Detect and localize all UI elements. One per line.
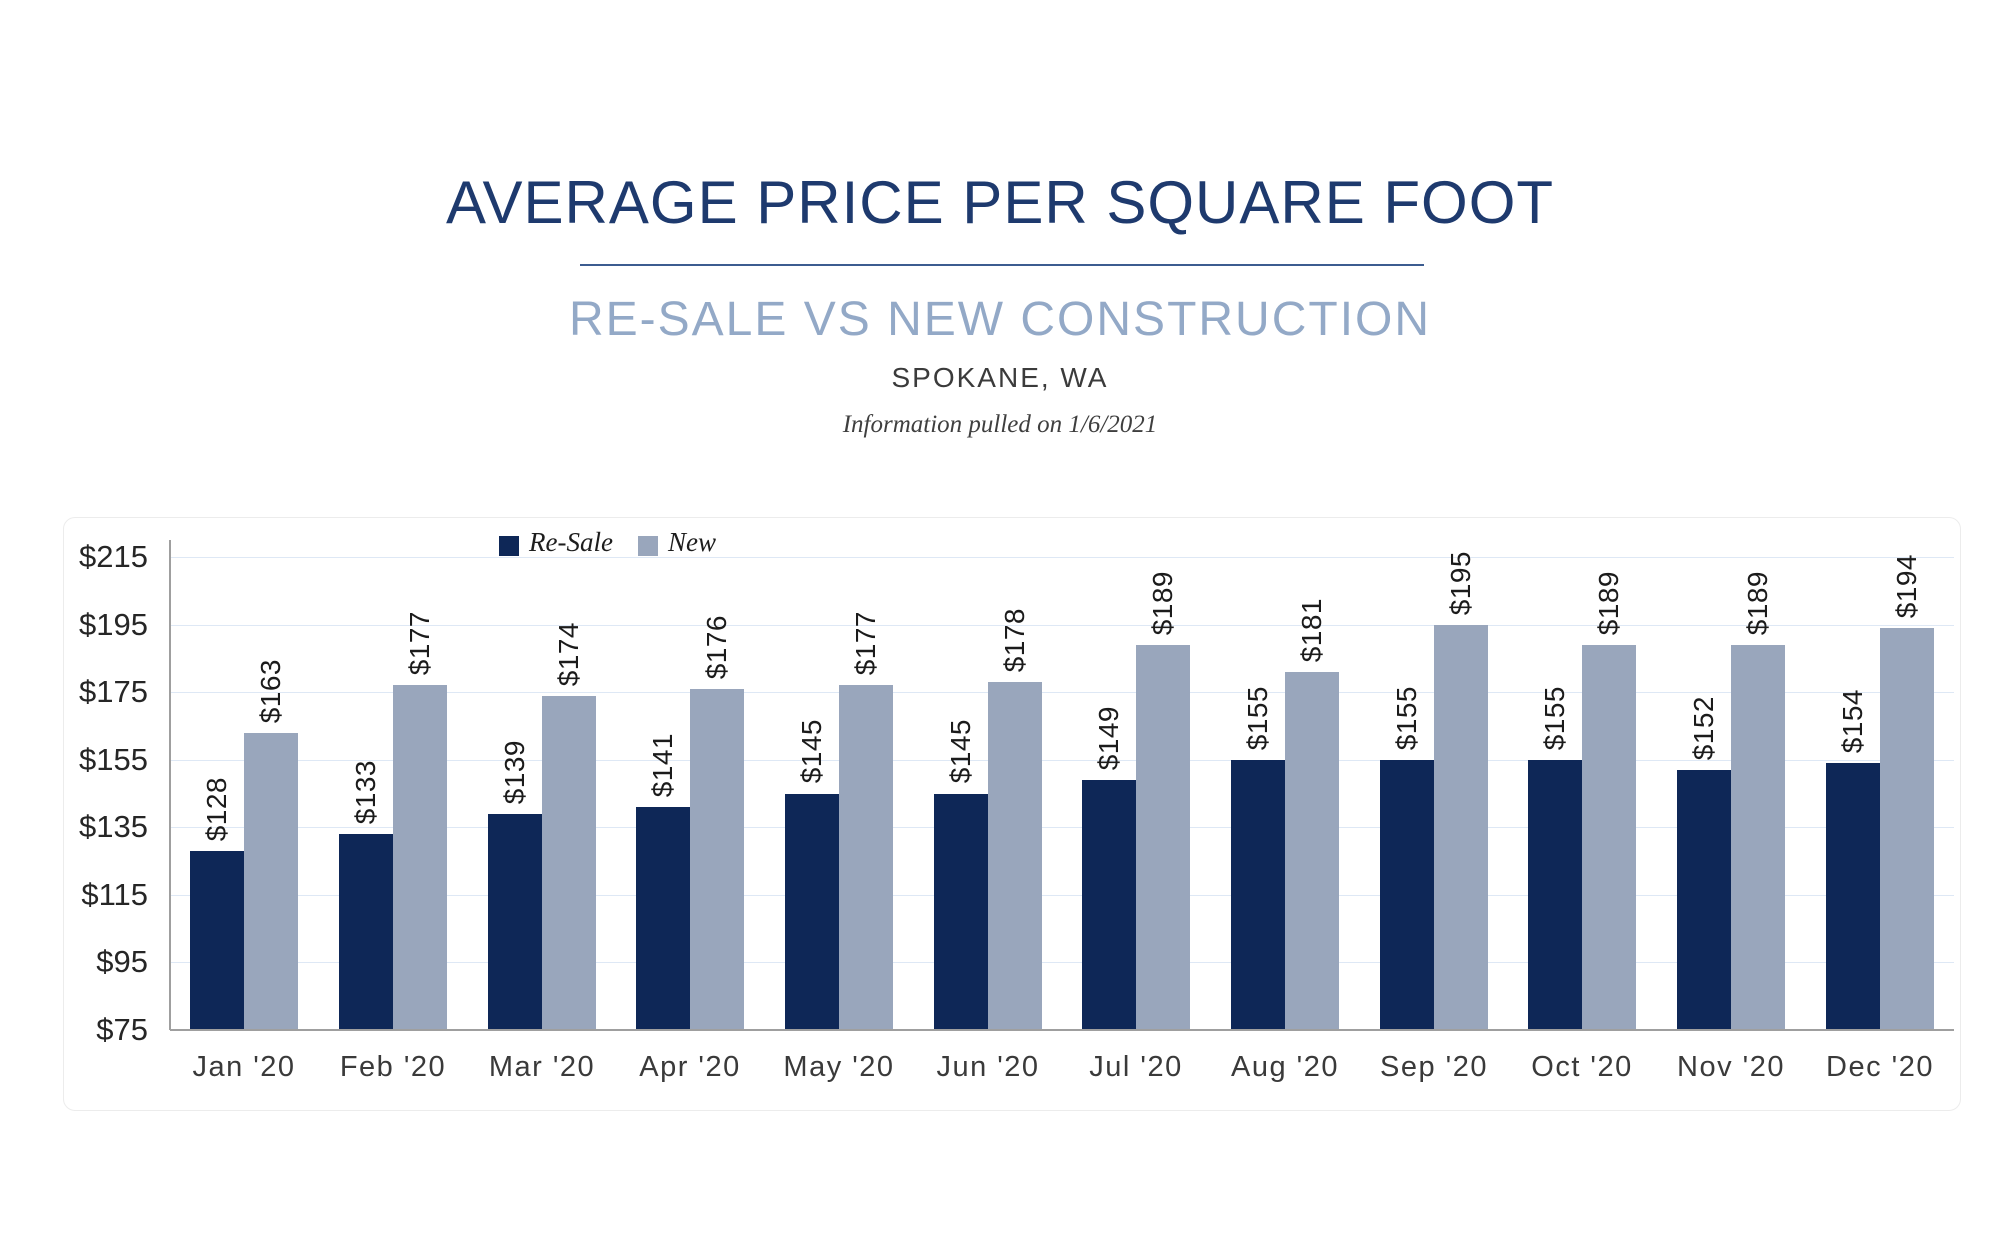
gridline-135 bbox=[170, 827, 1954, 828]
bar-new-feb-20 bbox=[393, 685, 447, 1030]
bar-new-dec-20 bbox=[1880, 628, 1934, 1030]
legend-label-resale: Re-Sale bbox=[529, 527, 613, 557]
legend-swatch-resale bbox=[499, 536, 519, 556]
gridline-155 bbox=[170, 760, 1954, 761]
bar-value-label-re-sale-aug-20: $155 bbox=[1242, 685, 1273, 750]
page-title: AVERAGE PRICE PER SQUARE FOOT bbox=[445, 169, 1555, 236]
x-axis-label-feb-20: Feb '20 bbox=[339, 1051, 447, 1083]
legend-swatch-new bbox=[638, 536, 658, 556]
y-axis-tick-label: $155 bbox=[79, 742, 148, 777]
bar-re-sale-jul-20 bbox=[1082, 780, 1136, 1030]
bar-value-label-re-sale-oct-20: $155 bbox=[1539, 685, 1570, 750]
bar-value-label-re-sale-jun-20: $145 bbox=[945, 718, 976, 783]
bar-value-label-new-mar-20: $174 bbox=[553, 621, 584, 686]
x-axis-label-apr-20: Apr '20 bbox=[639, 1051, 741, 1083]
bar-re-sale-jun-20 bbox=[934, 794, 988, 1031]
bar-new-sep-20 bbox=[1434, 625, 1488, 1030]
info-note: Information pulled on 1/6/2021 bbox=[842, 411, 1158, 438]
y-axis-tick-label: $95 bbox=[96, 944, 148, 979]
title-divider bbox=[580, 264, 1424, 266]
y-axis-tick-label: $195 bbox=[79, 607, 148, 642]
y-axis-tick-label: $215 bbox=[79, 539, 148, 574]
bar-re-sale-nov-20 bbox=[1677, 770, 1731, 1030]
gridline-175 bbox=[170, 692, 1954, 693]
x-axis-label-sep-20: Sep '20 bbox=[1380, 1051, 1488, 1083]
y-axis-tick-label: $175 bbox=[79, 674, 148, 709]
y-axis-tick-label: $75 bbox=[96, 1012, 148, 1047]
bar-new-nov-20 bbox=[1731, 645, 1785, 1030]
bar-new-may-20 bbox=[839, 685, 893, 1030]
bar-re-sale-may-20 bbox=[785, 794, 839, 1031]
chart-subtitle: RE-SALE VS NEW CONSTRUCTION bbox=[568, 293, 1432, 346]
location-label: SPOKANE, WA bbox=[891, 362, 1109, 393]
bar-value-label-new-sep-20: $195 bbox=[1445, 550, 1476, 615]
bar-new-aug-20 bbox=[1285, 672, 1339, 1030]
x-axis-label-nov-20: Nov '20 bbox=[1677, 1051, 1785, 1083]
x-axis-label-jul-20: Jul '20 bbox=[1089, 1051, 1183, 1083]
x-axis-label-jan-20: Jan '20 bbox=[192, 1051, 296, 1083]
x-axis-label-oct-20: Oct '20 bbox=[1531, 1051, 1633, 1083]
bar-re-sale-dec-20 bbox=[1826, 763, 1880, 1030]
bar-value-label-new-feb-20: $177 bbox=[404, 610, 435, 675]
x-axis-label-dec-20: Dec '20 bbox=[1826, 1051, 1934, 1083]
bar-new-jun-20 bbox=[988, 682, 1042, 1030]
bar-new-oct-20 bbox=[1582, 645, 1636, 1030]
bar-value-label-re-sale-mar-20: $139 bbox=[499, 739, 530, 804]
gridline-115 bbox=[170, 895, 1954, 896]
bar-value-label-re-sale-nov-20: $152 bbox=[1688, 695, 1719, 760]
x-axis-line bbox=[170, 1029, 1954, 1031]
bar-value-label-re-sale-apr-20: $141 bbox=[647, 732, 678, 797]
gridline-215 bbox=[170, 557, 1954, 558]
bar-new-mar-20 bbox=[542, 696, 596, 1030]
x-axis-label-jun-20: Jun '20 bbox=[936, 1051, 1040, 1083]
bar-value-label-new-may-20: $177 bbox=[850, 610, 881, 675]
bar-value-label-re-sale-jul-20: $149 bbox=[1093, 705, 1124, 770]
bar-value-label-new-jul-20: $189 bbox=[1147, 570, 1178, 635]
x-axis-label-mar-20: Mar '20 bbox=[488, 1051, 596, 1083]
bar-re-sale-oct-20 bbox=[1528, 760, 1582, 1030]
bar-new-jul-20 bbox=[1136, 645, 1190, 1030]
bar-re-sale-feb-20 bbox=[339, 834, 393, 1030]
bar-value-label-new-aug-20: $181 bbox=[1296, 597, 1327, 662]
bar-re-sale-sep-20 bbox=[1380, 760, 1434, 1030]
y-axis-tick-label: $135 bbox=[79, 809, 148, 844]
gridline-95 bbox=[170, 962, 1954, 963]
bar-re-sale-apr-20 bbox=[636, 807, 690, 1030]
bar-value-label-re-sale-jan-20: $128 bbox=[201, 776, 232, 841]
bar-value-label-new-apr-20: $176 bbox=[701, 614, 732, 679]
bar-new-jan-20 bbox=[244, 733, 298, 1030]
bar-re-sale-mar-20 bbox=[488, 814, 542, 1030]
legend-label-new: New bbox=[668, 527, 717, 557]
bar-value-label-re-sale-may-20: $145 bbox=[796, 718, 827, 783]
bar-re-sale-jan-20 bbox=[190, 851, 244, 1030]
bar-value-label-new-dec-20: $194 bbox=[1891, 553, 1922, 618]
bar-value-label-new-jun-20: $178 bbox=[999, 607, 1030, 672]
x-axis-label-aug-20: Aug '20 bbox=[1231, 1051, 1339, 1083]
bar-new-apr-20 bbox=[690, 689, 744, 1030]
gridline-195 bbox=[170, 625, 1954, 626]
y-axis-line bbox=[169, 540, 171, 1030]
bar-value-label-new-oct-20: $189 bbox=[1593, 570, 1624, 635]
bar-value-label-re-sale-sep-20: $155 bbox=[1391, 685, 1422, 750]
bar-re-sale-aug-20 bbox=[1231, 760, 1285, 1030]
bar-value-label-re-sale-dec-20: $154 bbox=[1837, 688, 1868, 753]
y-axis-tick-label: $115 bbox=[81, 877, 148, 912]
bar-value-label-re-sale-feb-20: $133 bbox=[350, 759, 381, 824]
bar-value-label-new-nov-20: $189 bbox=[1742, 570, 1773, 635]
bar-value-label-new-jan-20: $163 bbox=[255, 658, 286, 723]
x-axis-label-may-20: May '20 bbox=[783, 1051, 895, 1083]
